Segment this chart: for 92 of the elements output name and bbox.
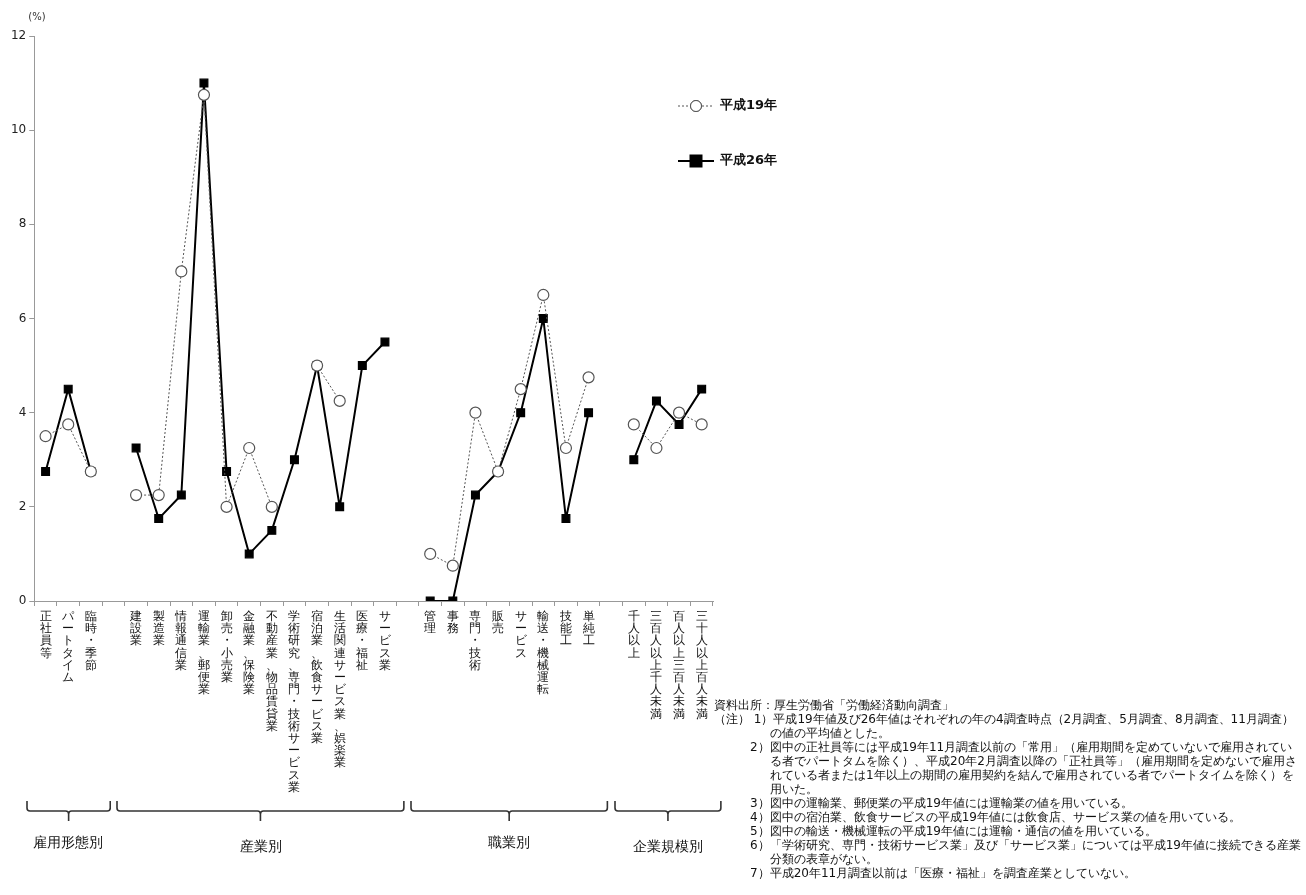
x-tick-label: パートタイム bbox=[61, 609, 76, 685]
point bbox=[333, 394, 346, 407]
point bbox=[514, 383, 527, 396]
x-tick-label: 情報通信業 bbox=[174, 609, 189, 672]
point bbox=[674, 419, 684, 429]
text: 企業規模別 bbox=[632, 838, 703, 856]
point bbox=[672, 406, 686, 419]
point bbox=[537, 288, 550, 302]
category-label: 不動産業、物品賃貸業 bbox=[265, 609, 278, 733]
x-tick-label: 医療・福祉 bbox=[355, 609, 370, 672]
point bbox=[469, 406, 482, 419]
x-tick-label: 専門・技術 bbox=[468, 609, 483, 672]
x-tick-label: 卸売・小売業 bbox=[219, 609, 234, 685]
y-axis-title: (%) bbox=[28, 10, 46, 22]
text: 産業別 bbox=[239, 838, 282, 856]
category-label: 三百人以上千人未満 bbox=[650, 609, 663, 721]
legend-label: 平成26年 bbox=[719, 152, 778, 168]
x-tick-label: 千人以上 bbox=[626, 609, 641, 660]
x-tick-label: 運輸業、郵便業 bbox=[196, 609, 211, 697]
x-tick-label: 輸送・機械運転 bbox=[536, 609, 551, 697]
category-label: 生活関連サービス業、娯楽業 bbox=[333, 609, 346, 770]
point bbox=[584, 408, 594, 418]
point bbox=[176, 490, 186, 500]
point bbox=[627, 418, 640, 431]
point bbox=[63, 384, 73, 394]
x-tick-label: 臨時・季節 bbox=[83, 609, 98, 672]
point bbox=[197, 88, 211, 101]
y-tick-label: 0 bbox=[18, 593, 27, 608]
x-tick-label: 単純工 bbox=[581, 609, 596, 648]
y-tick-label: 12 bbox=[10, 28, 27, 43]
point bbox=[289, 455, 299, 465]
point bbox=[244, 549, 254, 559]
point bbox=[516, 408, 526, 418]
y-tick-label: 6 bbox=[18, 310, 27, 325]
text: 2）図中の正社員等には平成19年11月調査以前の「常用」（雇用期間を定めていないで雇用されている者でパートタムを除く）、平成20年2月調査以降の「正社員等」（雇用期間を定めないで雇用されている者または1年以上の期間の雇用契約を結んで雇用されている者でパートタイムを除く）を用いた。 bbox=[749, 740, 1298, 796]
x-tick-label: 販売 bbox=[491, 609, 506, 636]
point bbox=[129, 488, 143, 502]
point bbox=[357, 361, 367, 371]
legend-label: 平成19年 bbox=[719, 97, 778, 113]
x-tick-label: 正社員等 bbox=[38, 609, 53, 660]
point bbox=[697, 384, 707, 394]
point bbox=[335, 502, 345, 512]
point bbox=[39, 430, 52, 443]
y-tick-label: 8 bbox=[18, 216, 27, 231]
text: 6）「学術研究、専門・技術サービス業」及び「サービス業」については平成19年値に接続できる産業分類の表章がない。 bbox=[749, 838, 1302, 866]
point bbox=[243, 441, 256, 455]
text: 雇用形態別 bbox=[33, 834, 104, 852]
x-tick-label: 技能工 bbox=[558, 609, 573, 648]
x-tick-label: 事務 bbox=[445, 609, 460, 636]
category-label: 三十人以上百人未満 bbox=[695, 609, 708, 721]
text: 5）図中の輸送・機械運転の平成19年値には運輸・通信の値を用いている。 bbox=[749, 824, 1158, 838]
text: 7）平成20年11月調査以前は「医療・福祉」を調査産業としていない。 bbox=[749, 866, 1138, 880]
y-tick-label: 4 bbox=[18, 404, 27, 419]
y-tick-label: 10 bbox=[10, 122, 27, 137]
point bbox=[559, 441, 573, 455]
x-tick-label: 金融業、保険業 bbox=[242, 609, 257, 697]
point bbox=[538, 314, 548, 323]
x-tick-label: 製造業 bbox=[151, 609, 166, 648]
x-tick-label: サービス bbox=[513, 609, 528, 660]
point bbox=[424, 547, 437, 561]
point bbox=[582, 371, 595, 384]
point bbox=[62, 418, 75, 431]
category-label: 宿泊業、飲食サービス業 bbox=[311, 609, 324, 746]
text: 資料出所：厚生労働省「労働経済動向調査」 bbox=[714, 698, 955, 712]
point bbox=[131, 443, 141, 453]
point bbox=[380, 337, 390, 347]
point bbox=[651, 396, 661, 406]
text: （注） 1）平成19年値及び26年値はそれぞれの年の4調査時点（2月調査、5月調査、8月調査、11月調査）の値の平均値とした。 bbox=[714, 712, 1295, 740]
point bbox=[446, 559, 459, 572]
category-label: 百人以上三百人未満 bbox=[673, 609, 686, 721]
y-tick-label: 2 bbox=[18, 498, 27, 513]
point bbox=[222, 467, 232, 477]
point bbox=[267, 525, 277, 535]
x-tick-label: 管理 bbox=[423, 609, 438, 636]
x-tick-label: サービス業 bbox=[377, 609, 392, 672]
point bbox=[650, 441, 663, 455]
text: 4）図中の宿泊業、飲食サービスの平成19年値には飲食店、サービス業の値を用いている。 bbox=[749, 810, 1242, 824]
category-label: 学術研究、専門・技術サービス業 bbox=[288, 609, 301, 794]
point bbox=[199, 78, 209, 88]
point bbox=[561, 514, 571, 524]
x-tick-label: 建設業 bbox=[129, 609, 144, 648]
point bbox=[695, 418, 708, 431]
point bbox=[220, 500, 233, 513]
point bbox=[175, 265, 188, 278]
point bbox=[41, 467, 51, 477]
point bbox=[154, 514, 164, 524]
point bbox=[152, 488, 165, 502]
point bbox=[265, 500, 278, 513]
text: 3）図中の運輸業、郵便業の平成19年値には運輸業の値を用いている。 bbox=[749, 796, 1134, 810]
text: 職業別 bbox=[488, 834, 531, 852]
point bbox=[629, 455, 639, 465]
point bbox=[470, 490, 480, 500]
